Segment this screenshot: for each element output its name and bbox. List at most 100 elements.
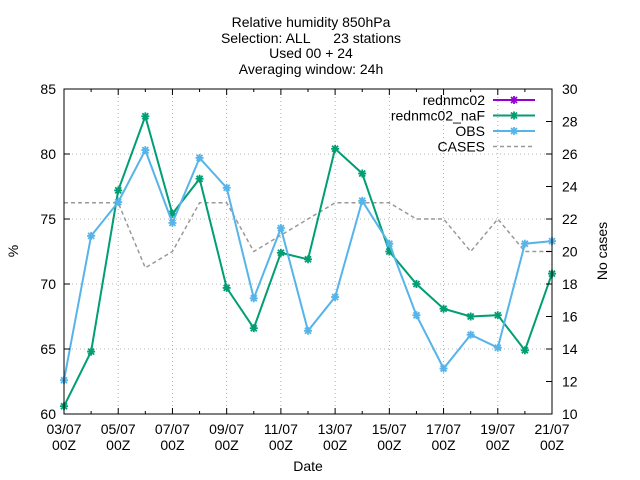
y-tick-label: 75: [40, 211, 56, 227]
title-line-3: Used 00 + 24: [269, 45, 353, 61]
data-point-rednmc02-naf: [87, 347, 96, 356]
data-point-rednmc02-naf: [358, 169, 367, 178]
data-point-rednmc02-naf: [304, 255, 312, 264]
y2-tick-label: 24: [562, 179, 578, 195]
data-point-rednmc02-naf: [412, 280, 421, 288]
data-point-rednmc02-naf: [493, 311, 502, 320]
data-point-rednmc02-naf: [222, 283, 231, 292]
y2-tick-label: 14: [562, 341, 578, 357]
x-tick-label-hour: 00Z: [160, 437, 185, 453]
data-point-rednmc02-naf: [331, 144, 340, 153]
data-point-obs-d2: [141, 146, 149, 154]
y2-tick-label: 20: [562, 244, 578, 260]
chart-title: Relative humidity 850hPa Selection: ALL …: [221, 14, 401, 77]
data-point-obs-d2: [87, 232, 95, 240]
data-point-rednmc02-naf-d2: [494, 311, 502, 319]
y-tick-label: 85: [40, 81, 56, 97]
legend-marker-obs: [510, 127, 518, 135]
data-point-obs-d2: [223, 184, 231, 192]
data-point-obs-d2: [195, 154, 204, 162]
data-point-obs-d2: [494, 344, 502, 352]
x-tick-label-hour: 00Z: [377, 437, 402, 453]
y2-tick-label: 28: [562, 114, 578, 130]
x-tick-label-hour: 00Z: [431, 437, 456, 453]
y-tick-label: 80: [40, 146, 56, 162]
data-point-rednmc02-naf-d2: [250, 324, 258, 332]
data-point-rednmc02-naf: [466, 312, 475, 321]
data-point-rednmc02-naf-d2: [467, 312, 475, 321]
x-tick-label-date: 15/07: [372, 421, 407, 437]
legend-marker-rednmc02-naf-d2: [510, 111, 518, 120]
data-point-obs: [141, 146, 150, 155]
x-tick-label-date: 03/07: [46, 421, 81, 437]
title-line-1: Relative humidity 850hPa: [232, 14, 391, 30]
legend-label-rednmc02-naf: rednmc02_naF: [391, 108, 485, 124]
data-point-rednmc02-naf: [276, 248, 285, 257]
data-point-rednmc02-naf: [520, 346, 529, 355]
data-point-obs: [195, 153, 204, 162]
data-point-obs: [87, 231, 96, 240]
legend-marker-rednmc02-naf: [510, 111, 518, 120]
data-point-rednmc02-naf: [439, 304, 448, 313]
data-point-obs: [466, 330, 475, 339]
legend-label-rednmc02: rednmc02: [423, 92, 485, 108]
legend-marker-rednmc02: [510, 96, 518, 104]
data-point-obs-d2: [277, 224, 285, 232]
data-point-obs-d2: [521, 240, 529, 248]
y2-tick-label: 10: [562, 406, 578, 422]
data-point-rednmc02-naf: [195, 174, 204, 183]
data-point-rednmc02-naf: [114, 186, 123, 195]
x-tick-label-hour: 00Z: [52, 437, 77, 453]
x-tick-label-hour: 00Z: [486, 437, 511, 453]
data-point-rednmc02-naf-d2: [331, 145, 339, 153]
data-point-obs: [493, 343, 502, 352]
data-point-obs: [304, 326, 312, 335]
data-point-rednmc02-naf-d2: [521, 346, 529, 354]
data-point-obs: [114, 198, 123, 207]
data-point-obs: [412, 311, 421, 320]
data-point-rednmc02-naf-d2: [358, 169, 366, 178]
x-tick-label-hour: 00Z: [215, 437, 240, 453]
y-tick-label: 60: [40, 406, 56, 422]
data-point-rednmc02-naf-d2: [114, 186, 122, 195]
data-point-rednmc02-naf-d2: [277, 249, 285, 257]
data-point-rednmc02-naf: [249, 324, 258, 333]
x-tick-label-hour: 00Z: [323, 437, 348, 453]
y-tick-label: 70: [40, 276, 56, 292]
y2-tick-label: 26: [562, 146, 578, 162]
x-tick-label-hour: 00Z: [269, 437, 294, 453]
axis-ticks: 606570758085101214161820222426283003/070…: [40, 81, 577, 453]
legend-label-obs: OBS: [455, 123, 485, 139]
data-point-obs: [439, 364, 448, 373]
y2-axis-label: No cases: [594, 222, 610, 280]
x-tick-label-date: 11/07: [264, 421, 298, 437]
x-tick-label-hour: 00Z: [540, 437, 565, 453]
y2-tick-label: 18: [562, 276, 578, 292]
x-tick-label-date: 13/07: [318, 421, 353, 437]
plot-series: [60, 112, 556, 411]
x-tick-label-date: 09/07: [209, 421, 244, 437]
x-tick-label-date: 07/07: [155, 421, 190, 437]
data-point-obs: [168, 218, 177, 227]
data-point-obs-d2: [412, 311, 421, 319]
x-tick-label-date: 17/07: [426, 421, 461, 437]
data-point-obs: [385, 239, 394, 248]
legend-marker-rednmc02-d2: [510, 96, 518, 104]
data-point-obs-d2: [385, 240, 393, 248]
y2-tick-label: 16: [562, 309, 578, 325]
title-line-2: Selection: ALL 23 stations: [221, 30, 401, 46]
y2-tick-label: 30: [562, 81, 578, 97]
data-point-obs: [520, 239, 529, 248]
data-point-rednmc02-naf-d2: [141, 112, 149, 120]
x-tick-label-date: 19/07: [480, 421, 515, 437]
series-line-cases: [64, 202, 552, 269]
data-point-obs-d2: [250, 294, 258, 302]
data-point-obs-d2: [331, 293, 339, 301]
data-point-obs-d2: [358, 197, 366, 205]
data-point-rednmc02-naf-d2: [304, 255, 312, 263]
data-point-obs: [276, 224, 285, 233]
data-point-obs-d2: [439, 364, 448, 373]
x-axis-label: Date: [293, 458, 323, 474]
